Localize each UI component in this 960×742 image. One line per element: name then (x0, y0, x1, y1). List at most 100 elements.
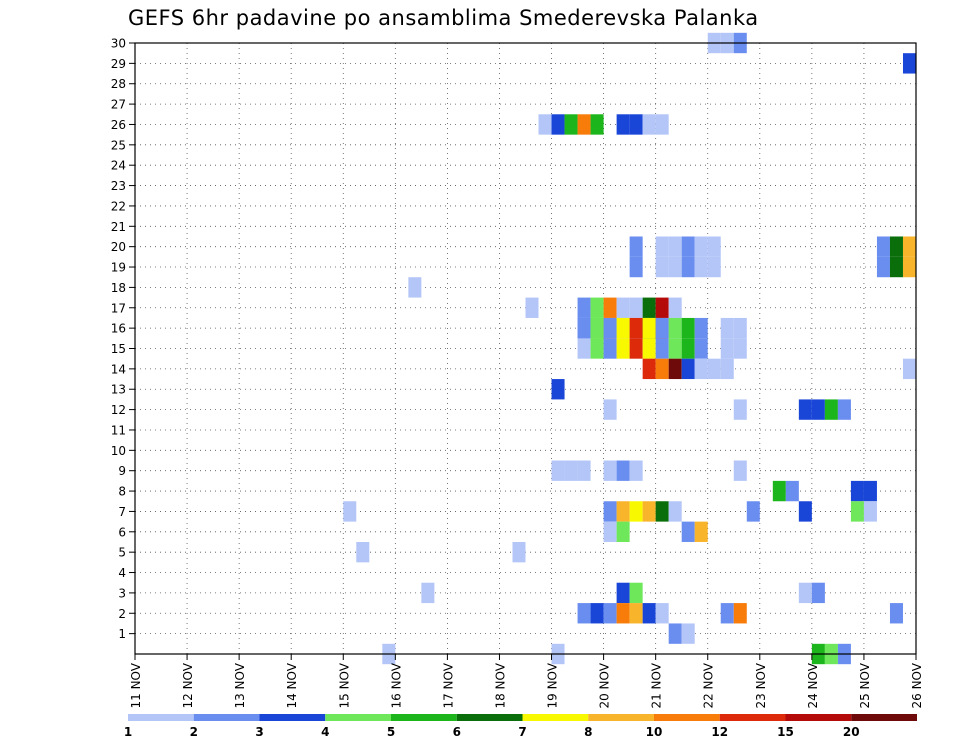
y-tick-label: 5 (118, 546, 126, 560)
y-tick-label: 16 (111, 322, 126, 336)
y-tick-label: 28 (111, 77, 126, 91)
y-tick-label: 30 (111, 37, 126, 51)
legend-swatch (719, 714, 786, 721)
heatmap-cell (577, 338, 591, 359)
heatmap-cell (707, 358, 721, 380)
heatmap-cell (655, 603, 669, 624)
heatmap-cell (564, 460, 578, 481)
heatmap-cell (681, 623, 695, 644)
heatmap-cell (655, 256, 669, 278)
heatmap-cell (733, 603, 747, 624)
heatmap-cell (603, 501, 617, 522)
x-tick-label: 13 NOV (233, 662, 247, 708)
chart-title: GEFS 6hr padavine po ansamblima Smederev… (128, 6, 759, 30)
legend-label: 10 (646, 725, 663, 739)
heatmap-cell (577, 297, 591, 318)
x-tick-label: 11 NOV (129, 662, 143, 708)
heatmap-cell (811, 582, 825, 604)
heatmap-cell (629, 460, 643, 481)
heatmap-cell (551, 379, 565, 400)
heatmap-cell (642, 114, 656, 135)
heatmap-cell (590, 603, 604, 624)
y-tick-label: 29 (111, 57, 126, 71)
y-tick-label: 9 (118, 464, 126, 478)
heatmap-cell (694, 236, 708, 257)
heatmap-cell (564, 114, 578, 135)
y-tick-label: 26 (111, 118, 126, 132)
heatmap-cell (590, 317, 604, 339)
heatmap-cell (889, 256, 903, 278)
heatmap-cell (642, 317, 656, 339)
heatmap-cell (681, 358, 695, 380)
heatmap-cell (902, 256, 916, 278)
legend-swatch (588, 714, 654, 721)
x-tick-label: 24 NOV (806, 662, 820, 708)
heatmap-cell (668, 501, 682, 522)
x-tick-label: 21 NOV (650, 662, 664, 708)
heatmap-cell (655, 501, 669, 522)
legend-swatch (785, 714, 852, 721)
heatmap-cell (408, 277, 422, 298)
y-tick-label: 11 (111, 423, 126, 437)
y-tick-label: 4 (118, 566, 126, 580)
x-tick-label: 19 NOV (546, 662, 560, 708)
y-tick-label: 22 (111, 199, 126, 213)
heatmap-cell (694, 338, 708, 359)
x-tick-label: 12 NOV (181, 662, 195, 708)
x-tick-label: 14 NOV (285, 662, 299, 708)
heatmap-cell (629, 236, 643, 257)
y-tick-label: 7 (118, 505, 126, 519)
heatmap-cell (356, 541, 370, 563)
heatmap-cell (681, 256, 695, 278)
x-tick-label: 23 NOV (754, 662, 768, 708)
legend-label: 3 (255, 725, 263, 739)
heatmap-cell (720, 358, 734, 380)
heatmap-cell (850, 480, 864, 502)
y-tick-label: 14 (111, 362, 126, 376)
legend-swatch (325, 714, 391, 721)
heatmap-cell (681, 317, 695, 339)
heatmap-cell (655, 358, 669, 380)
heatmap-cell (889, 603, 903, 624)
y-tick-label: 8 (118, 485, 126, 499)
heatmap-cell (811, 399, 825, 420)
x-tick-label: 16 NOV (389, 662, 403, 708)
heatmap-cell (603, 317, 617, 339)
heatmap-cell (720, 603, 734, 624)
y-tick-label: 12 (111, 403, 126, 417)
legend-swatch (128, 714, 194, 721)
heatmap-cell (694, 317, 708, 339)
legend-label: 4 (321, 725, 329, 739)
heatmap-cell (577, 603, 591, 624)
heatmap-cell (629, 582, 643, 604)
heatmap-cell (603, 338, 617, 359)
heatmap-cell (655, 317, 669, 339)
legend-swatch (259, 714, 326, 721)
legend-label: 15 (777, 725, 794, 739)
legend-swatch (193, 714, 260, 721)
heatmap-cell (720, 317, 734, 339)
heatmap-cell (707, 256, 721, 278)
heatmap-cell (850, 501, 864, 522)
y-tick-label: 23 (111, 179, 126, 193)
heatmap-cell (421, 582, 435, 604)
heatmap-cell (603, 399, 617, 420)
heatmap-cell (902, 236, 916, 257)
heatmap-cell (668, 256, 682, 278)
heatmap-cell (902, 53, 916, 74)
legend-label: 12 (711, 725, 728, 739)
heatmap-cell (616, 297, 630, 318)
heatmap-cell (902, 358, 916, 380)
heatmap-cell (694, 358, 708, 380)
x-tick-label: 26 NOV (910, 662, 924, 708)
heatmap-cell (590, 114, 604, 135)
x-tick-label: 18 NOV (493, 662, 507, 708)
heatmap-cell (629, 256, 643, 278)
heatmap-cell (694, 256, 708, 278)
legend-label: 8 (584, 725, 592, 739)
heatmap-cell (837, 399, 851, 420)
heatmap-cell (681, 236, 695, 257)
heatmap-cell (668, 297, 682, 318)
heatmap-cell (629, 338, 643, 359)
